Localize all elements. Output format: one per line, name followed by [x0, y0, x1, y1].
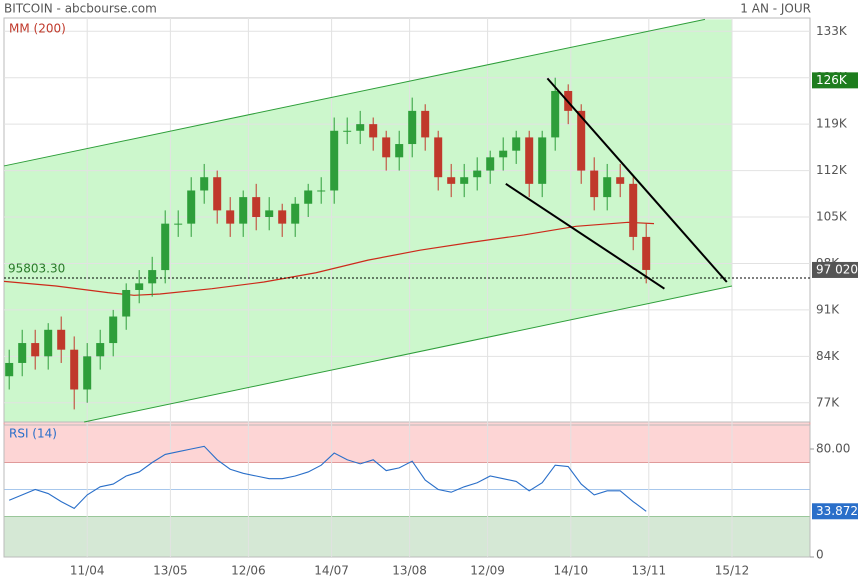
candle-body [642, 236, 651, 270]
rsi-tick-label: 80.00 [816, 442, 850, 456]
candle-body [109, 316, 118, 344]
y-tick-label: 119K [816, 117, 848, 131]
candle-body [590, 170, 599, 198]
candle-body [525, 137, 534, 184]
candle-body [317, 190, 326, 192]
x-tick-label: 14/10 [554, 564, 589, 578]
candle-body [330, 130, 339, 191]
high-marker-box [812, 72, 858, 89]
candle-body [70, 349, 79, 390]
candle-body [239, 197, 248, 224]
candle-body [291, 203, 300, 224]
candle-body [629, 183, 638, 237]
candle-body [304, 190, 313, 204]
rsi-line [8, 445, 647, 512]
candle-body [252, 197, 261, 218]
x-tick-label: 13/05 [153, 564, 188, 578]
candle-body [187, 190, 196, 224]
candle-body [83, 356, 92, 390]
candle-body [96, 343, 105, 357]
overlay-label: MM (200) [9, 22, 66, 36]
x-tick-label: 11/04 [70, 564, 105, 578]
candle-body [278, 210, 287, 224]
candle-body [460, 177, 469, 184]
rsi-frame [3, 424, 811, 558]
page-title: BITCOIN - abcbourse.com [4, 2, 157, 16]
overbought-band [3, 421, 811, 463]
period: 1 AN - JOUR [740, 2, 811, 16]
candle-body [57, 329, 66, 350]
candle-body [538, 137, 547, 184]
y-tick-label: 77K [816, 395, 840, 409]
candle-body [603, 177, 612, 198]
high-marker-label: 126K [816, 73, 848, 87]
x-tick-label: 15/12 [715, 564, 750, 578]
candle-body [486, 157, 495, 171]
candle-body [174, 223, 183, 225]
candle-body [343, 130, 352, 132]
candle-body [161, 223, 170, 271]
y-tick-label: 84K [816, 349, 840, 363]
candle-body [122, 289, 131, 317]
channel-line [83, 285, 733, 423]
candle-body [447, 177, 456, 184]
candle-body [408, 110, 417, 145]
candle-body [512, 137, 521, 151]
candle-body [551, 90, 560, 138]
reference-label: 95803.30 [8, 262, 65, 276]
candle-body [148, 270, 157, 284]
candle-body [473, 170, 482, 178]
candle-body [395, 144, 404, 158]
rsi-title: RSI (14) [9, 427, 57, 441]
candle-body [5, 362, 14, 377]
candle-body [577, 110, 586, 171]
candle-body [31, 343, 40, 357]
channel-line [3, 18, 706, 167]
candle-body [369, 124, 378, 138]
y-tick-label: 105K [816, 210, 848, 224]
last-price-box [812, 261, 858, 278]
channel-fill [4, 19, 732, 423]
candle-body [18, 343, 27, 363]
x-tick-label: 12/06 [231, 564, 266, 578]
candle-body [265, 210, 274, 218]
price-frame [3, 17, 811, 423]
candle-body [499, 150, 508, 158]
x-tick-label: 13/08 [392, 564, 427, 578]
x-tick-label: 13/11 [632, 564, 667, 578]
candle-body [382, 137, 391, 158]
candle-body [356, 124, 365, 131]
rsi-tick-label: 0 [816, 548, 824, 562]
candle-body [200, 177, 209, 191]
x-tick-label: 14/07 [314, 564, 349, 578]
y-tick-label: 133K [816, 24, 848, 38]
wedge-line [505, 183, 665, 290]
rsi-last-label: 33.872 [816, 504, 858, 518]
y-tick-label: 112K [816, 163, 848, 177]
candle-body [616, 177, 625, 184]
rsi-last-box [812, 503, 858, 520]
candle-body [226, 210, 235, 224]
oversold-band [3, 516, 811, 558]
x-tick-label: 12/09 [470, 564, 505, 578]
moving-average [3, 221, 655, 296]
y-tick-label: 91K [816, 302, 840, 316]
last-price-label: 97 020 [816, 262, 858, 276]
candle-body [213, 177, 222, 211]
candle-body [421, 110, 430, 138]
candle-body [44, 329, 53, 357]
candle-body [135, 283, 144, 290]
candle-body [434, 137, 443, 178]
wedge-line [546, 77, 728, 283]
